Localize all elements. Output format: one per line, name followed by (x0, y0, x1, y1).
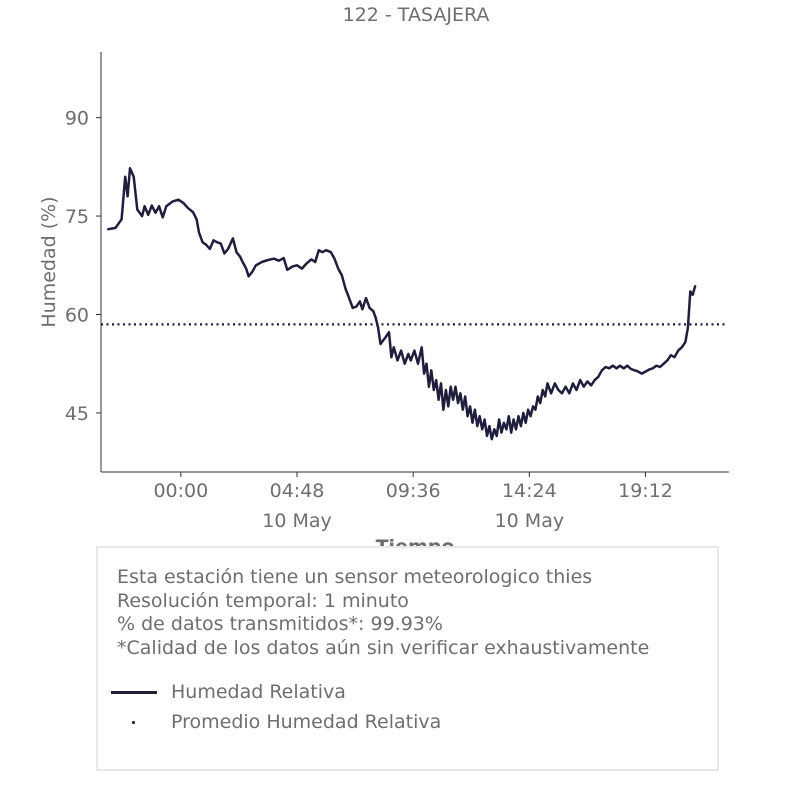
legend-item-promedio: Promedio Humedad Relativa (111, 710, 441, 734)
y-tick-label: 75 (65, 206, 89, 228)
info-box: Esta estación tiene un sensor meteorolog… (96, 546, 719, 771)
info-line-sensor: Esta estación tiene un sensor meteorolog… (117, 566, 593, 588)
legend-label-promedio: Promedio Humedad Relativa (171, 711, 442, 733)
plot-series (101, 166, 727, 441)
x-tick-sublabel: 10 May (495, 510, 565, 532)
series-line-humedad (107, 166, 697, 441)
x-tick-label: 09:36 (386, 480, 441, 502)
chart-title: 122 - TASAJERA (343, 4, 490, 26)
y-axis-label: Humedad (%) (38, 196, 60, 327)
y-axis-ticks: 45 60 75 90 (65, 108, 101, 425)
legend-item-humedad: Humedad Relativa (111, 680, 346, 704)
legend-swatch-solid (111, 682, 157, 702)
x-tick-sublabel: 10 May (262, 510, 332, 532)
x-tick-label: 19:12 (618, 480, 673, 502)
x-tick-label: 00:00 (153, 480, 208, 502)
y-tick-label: 45 (65, 403, 89, 425)
x-tick-label: 04:48 (270, 480, 325, 502)
info-text: Esta estación tiene un sensor meteorolog… (117, 566, 649, 660)
info-line-resolution: Resolución temporal: 1 minuto (117, 589, 409, 612)
legend-swatch-dotted (111, 712, 157, 732)
x-axis-ticks: 00:00 04:48 10 May 09:36 14:24 10 May 19:12 (153, 472, 673, 532)
legend-label-humedad: Humedad Relativa (171, 681, 346, 703)
x-tick-label: 14:24 (502, 480, 557, 502)
y-tick-label: 90 (65, 108, 89, 130)
info-line-quality: *Calidad de los datos aún sin verificar … (117, 636, 650, 659)
humidity-chart: 122 - TASAJERA 45 60 75 90 00:00 04:48 10 May… (38, 4, 729, 558)
y-tick-label: 60 (65, 305, 89, 327)
info-line-transmitted: % de datos transmitidos*: 99.93% (117, 613, 443, 635)
